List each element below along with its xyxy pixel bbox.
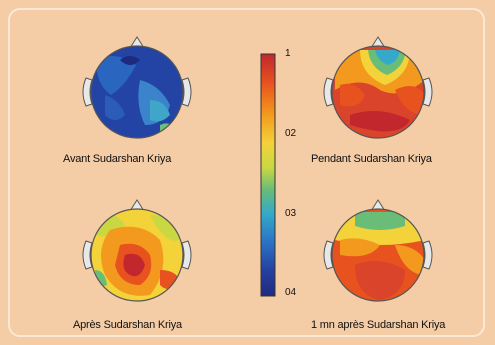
- map-label-pendant: Pendant Sudarshan Kriya: [311, 153, 432, 165]
- scale-tick-03: 03: [285, 208, 297, 219]
- map-label-avant: Avant Sudarshan Kriya: [63, 153, 172, 165]
- scale-tick-1: 1: [285, 48, 291, 59]
- scale-tick-02: 02: [285, 128, 297, 139]
- scale-tick-04: 04: [285, 287, 297, 298]
- topomap-pendant: [323, 36, 433, 139]
- topomap-1mn-apres: [323, 199, 433, 302]
- topomap-avant: [82, 36, 192, 139]
- map-label-1mn-apres: 1 mn après Sudarshan Kriya: [311, 319, 446, 331]
- topomap-apres: [82, 199, 192, 302]
- figure-frame: [8, 8, 485, 337]
- map-label-apres: Après Sudarshan Kriya: [73, 319, 182, 331]
- color-scale-bar: [260, 53, 276, 297]
